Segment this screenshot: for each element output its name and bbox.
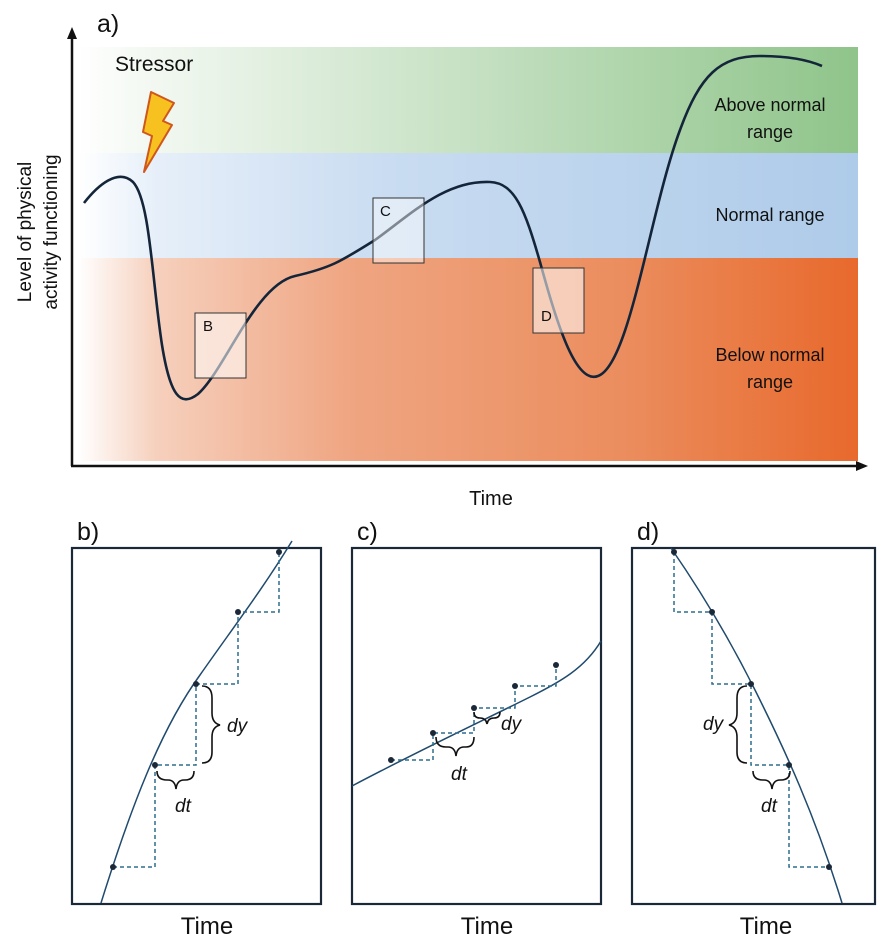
panel-d-frame [630, 546, 877, 906]
panel-c-dy-brace [473, 711, 501, 725]
panel-b-point [110, 864, 116, 870]
panel-c-points [388, 662, 559, 763]
panel-b-curve [100, 540, 293, 904]
panel-c-point [512, 683, 518, 689]
panel-d-dt-brace [752, 770, 791, 790]
panel-d-points [671, 549, 832, 870]
box-d [532, 267, 585, 334]
box-c-label: C [380, 203, 391, 220]
panel-b-dy-label: dy [227, 716, 249, 737]
panel-c-point [430, 730, 436, 736]
band-above-normal [78, 47, 858, 153]
panel-b-point [235, 609, 241, 615]
panel-b-points [110, 549, 282, 870]
panel-c-point [388, 757, 394, 763]
panel-c-point [553, 662, 559, 668]
panel-b-dt-label: dt [175, 796, 192, 817]
above-normal-label: Above normal [714, 95, 825, 115]
panel-d-label: d) [637, 518, 659, 546]
box-b [194, 312, 247, 379]
below-normal-label: Below normal [715, 345, 824, 365]
panel-c-dt-brace [435, 736, 475, 757]
panel-b-point [193, 681, 199, 687]
panel-c-curve [351, 640, 602, 787]
panel-d-x-axis-label: Time [740, 913, 792, 938]
stressor-label: Stressor [115, 53, 193, 76]
panel-c: c) dy dt Time [350, 518, 603, 938]
panel-d-point [826, 864, 832, 870]
above-normal-label-2: range [747, 122, 793, 142]
panel-b-point [152, 762, 158, 768]
panel-d-point [748, 681, 754, 687]
panel-d-dt-label: dt [761, 796, 778, 817]
panel-d: d) dy dt Time [630, 518, 877, 938]
x-axis-arrowhead [856, 461, 868, 471]
panel-a-label: a) [97, 10, 119, 38]
panel-b-point [276, 549, 282, 555]
panel-c-point [471, 705, 477, 711]
below-normal-label-2: range [747, 372, 793, 392]
panel-b-dy-brace [201, 685, 221, 764]
panel-d-point [709, 609, 715, 615]
lightning-bolt-icon [142, 91, 175, 173]
x-axis-label: Time [469, 488, 513, 510]
panel-d-steps [673, 552, 829, 868]
y-axis-label-2: activity functioning [41, 154, 62, 309]
box-d-label: D [541, 308, 552, 325]
panel-d-curve [670, 547, 843, 904]
panel-b-x-axis-label: Time [181, 913, 233, 938]
panel-b-frame [70, 546, 323, 906]
y-axis-arrowhead [67, 27, 77, 39]
functioning-curve [82, 54, 823, 401]
normal-label: Normal range [715, 205, 824, 225]
box-c [372, 197, 425, 264]
panel-c-dy-label: dy [501, 714, 523, 735]
panel-b-dt-brace [156, 770, 195, 790]
panel-a: B C D Stressor Above normal range Normal… [15, 10, 868, 510]
band-normal [78, 153, 858, 258]
panel-d-point [671, 549, 677, 555]
panel-d-dy-brace [728, 685, 748, 764]
panel-c-label: c) [357, 518, 378, 546]
panel-c-frame [350, 546, 603, 906]
box-b-label: B [203, 318, 213, 335]
y-axis-label-1: Level of physical [15, 162, 36, 302]
panel-d-point [786, 762, 792, 768]
panel-b-label: b) [77, 518, 99, 546]
panel-d-dy-label: dy [703, 714, 725, 735]
panel-c-dt-label: dt [451, 764, 468, 785]
panel-b: b) dy dt Time [70, 518, 323, 938]
panel-c-x-axis-label: Time [461, 913, 513, 938]
